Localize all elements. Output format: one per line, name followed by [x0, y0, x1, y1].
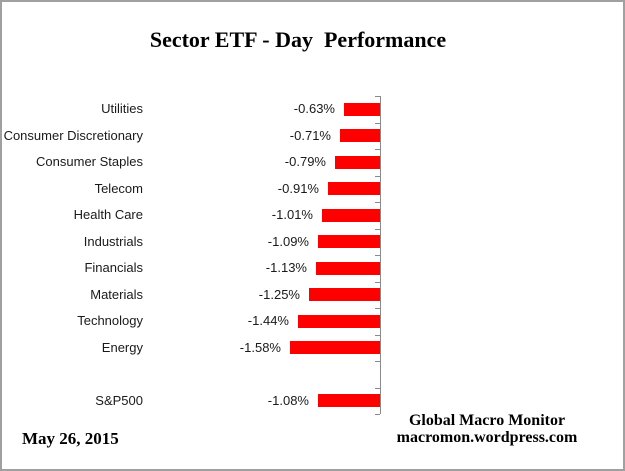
axis-tick — [375, 229, 380, 230]
axis-tick — [375, 149, 380, 150]
axis-tick — [375, 414, 380, 415]
category-label: Health Care — [73, 207, 143, 222]
value-label: -1.25% — [258, 286, 300, 302]
value-label: -1.01% — [271, 207, 313, 222]
axis-tick — [375, 308, 380, 309]
bar — [322, 208, 380, 222]
value-label: -0.71% — [289, 127, 331, 143]
axis-tick — [375, 388, 380, 389]
value-label: -0.91% — [277, 180, 319, 196]
value-label: -1.08% — [267, 392, 309, 408]
category-label: Consumer Staples — [36, 154, 143, 169]
bar — [344, 102, 380, 116]
category-label: Consumer Discretionary — [3, 127, 143, 143]
bar — [335, 155, 380, 169]
chart-title: Sector ETF - Day Performance — [149, 27, 447, 52]
credit-url-label: macromon.wordpress.com — [396, 429, 578, 446]
value-label: -1.13% — [265, 260, 307, 275]
category-label: Utilities — [101, 101, 143, 116]
axis-tick — [375, 176, 380, 177]
bar — [290, 341, 380, 355]
category-label: Materials — [90, 286, 143, 302]
category-label: Financials — [84, 260, 143, 275]
category-label: Energy — [101, 339, 143, 355]
axis-tick — [375, 361, 380, 362]
category-label: Telecom — [94, 180, 143, 196]
bar — [328, 182, 380, 196]
axis-tick — [375, 255, 380, 256]
value-label: -0.63% — [293, 101, 335, 116]
credit-block: Global Macro Monitor macromon.wordpress.… — [377, 412, 597, 446]
axis-tick — [375, 123, 380, 124]
credit-source-label: Global Macro Monitor — [408, 412, 566, 429]
value-label: -1.58% — [239, 339, 281, 355]
category-label: Technology — [77, 313, 143, 328]
bar — [309, 288, 380, 302]
bar — [318, 394, 380, 408]
bar — [318, 235, 380, 249]
axis-tick — [375, 202, 380, 203]
axis-tick — [375, 96, 380, 97]
category-label: S&P500 — [95, 392, 143, 408]
bar — [316, 261, 380, 275]
bar — [298, 314, 380, 328]
axis-tick — [375, 335, 380, 336]
date-label: May 26, 2015 — [22, 429, 119, 448]
value-label: -1.09% — [267, 233, 309, 249]
value-label: -0.79% — [284, 154, 326, 169]
value-axis-zero-line — [380, 96, 381, 414]
bar — [340, 129, 380, 143]
value-label: -1.44% — [247, 313, 289, 328]
category-label: Industrials — [83, 233, 143, 249]
axis-tick — [375, 282, 380, 283]
